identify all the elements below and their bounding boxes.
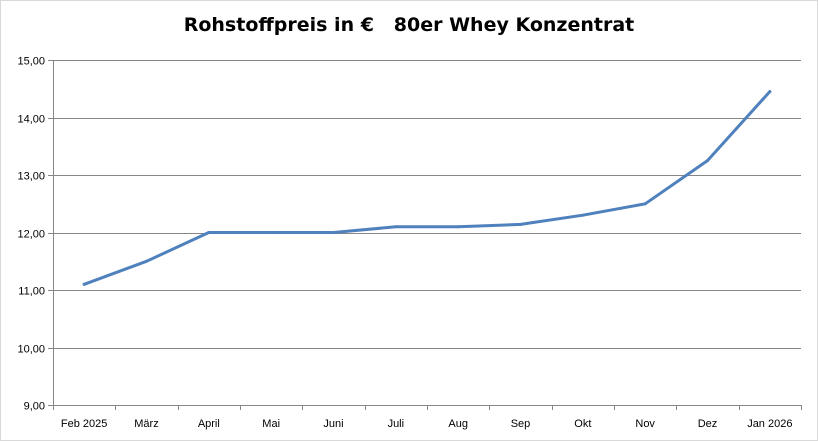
gridlines [53,60,801,349]
x-tick-label: Juli [388,418,405,430]
axes [48,60,802,410]
series-line [82,90,772,286]
y-axis-tick-labels: 9,00 10,00 11,00 12,00 13,00 14,00 15,00 [17,56,45,413]
data-point [519,222,522,226]
x-tick-label: Mai [262,418,280,430]
data-point [706,159,709,163]
data-point [207,231,211,234]
x-tick-label: Okt [574,418,591,430]
data-point [456,225,460,229]
x-tick-label: April [198,418,220,430]
x-tick-label: Feb 2025 [61,418,107,430]
data-point [643,202,647,206]
series-layer [82,90,772,286]
data-point [145,259,148,263]
x-tick-label: Juni [323,418,343,430]
y-tick-label: 13,00 [17,171,45,183]
data-point [332,231,335,234]
x-tick-label: Aug [448,418,468,430]
data-point [82,282,86,286]
data-point [581,213,585,217]
y-tick-label: 14,00 [17,114,45,126]
y-tick-label: 10,00 [17,344,45,356]
x-tick-label: Dez [698,418,718,430]
x-tick-label: Sep [511,418,531,430]
x-tick-label: Nov [635,418,655,430]
chart-title: Rohstoffpreis in € 80er Whey Konzentrat [183,14,635,36]
y-tick-label: 12,00 [17,229,45,241]
y-tick-label: 11,00 [18,286,45,298]
data-point [394,225,398,229]
x-axis-tick-labels: Feb 2025 März April Mai Juni Juli Aug Sep Okt Nov… [61,418,793,430]
y-tick-label: 15,00 [17,56,45,68]
x-tick-label: Jan 2026 [747,418,792,430]
data-point [768,90,772,94]
x-tick-label: März [134,418,158,430]
y-tick-label: 9,00 [24,401,45,413]
data-point [269,231,273,234]
